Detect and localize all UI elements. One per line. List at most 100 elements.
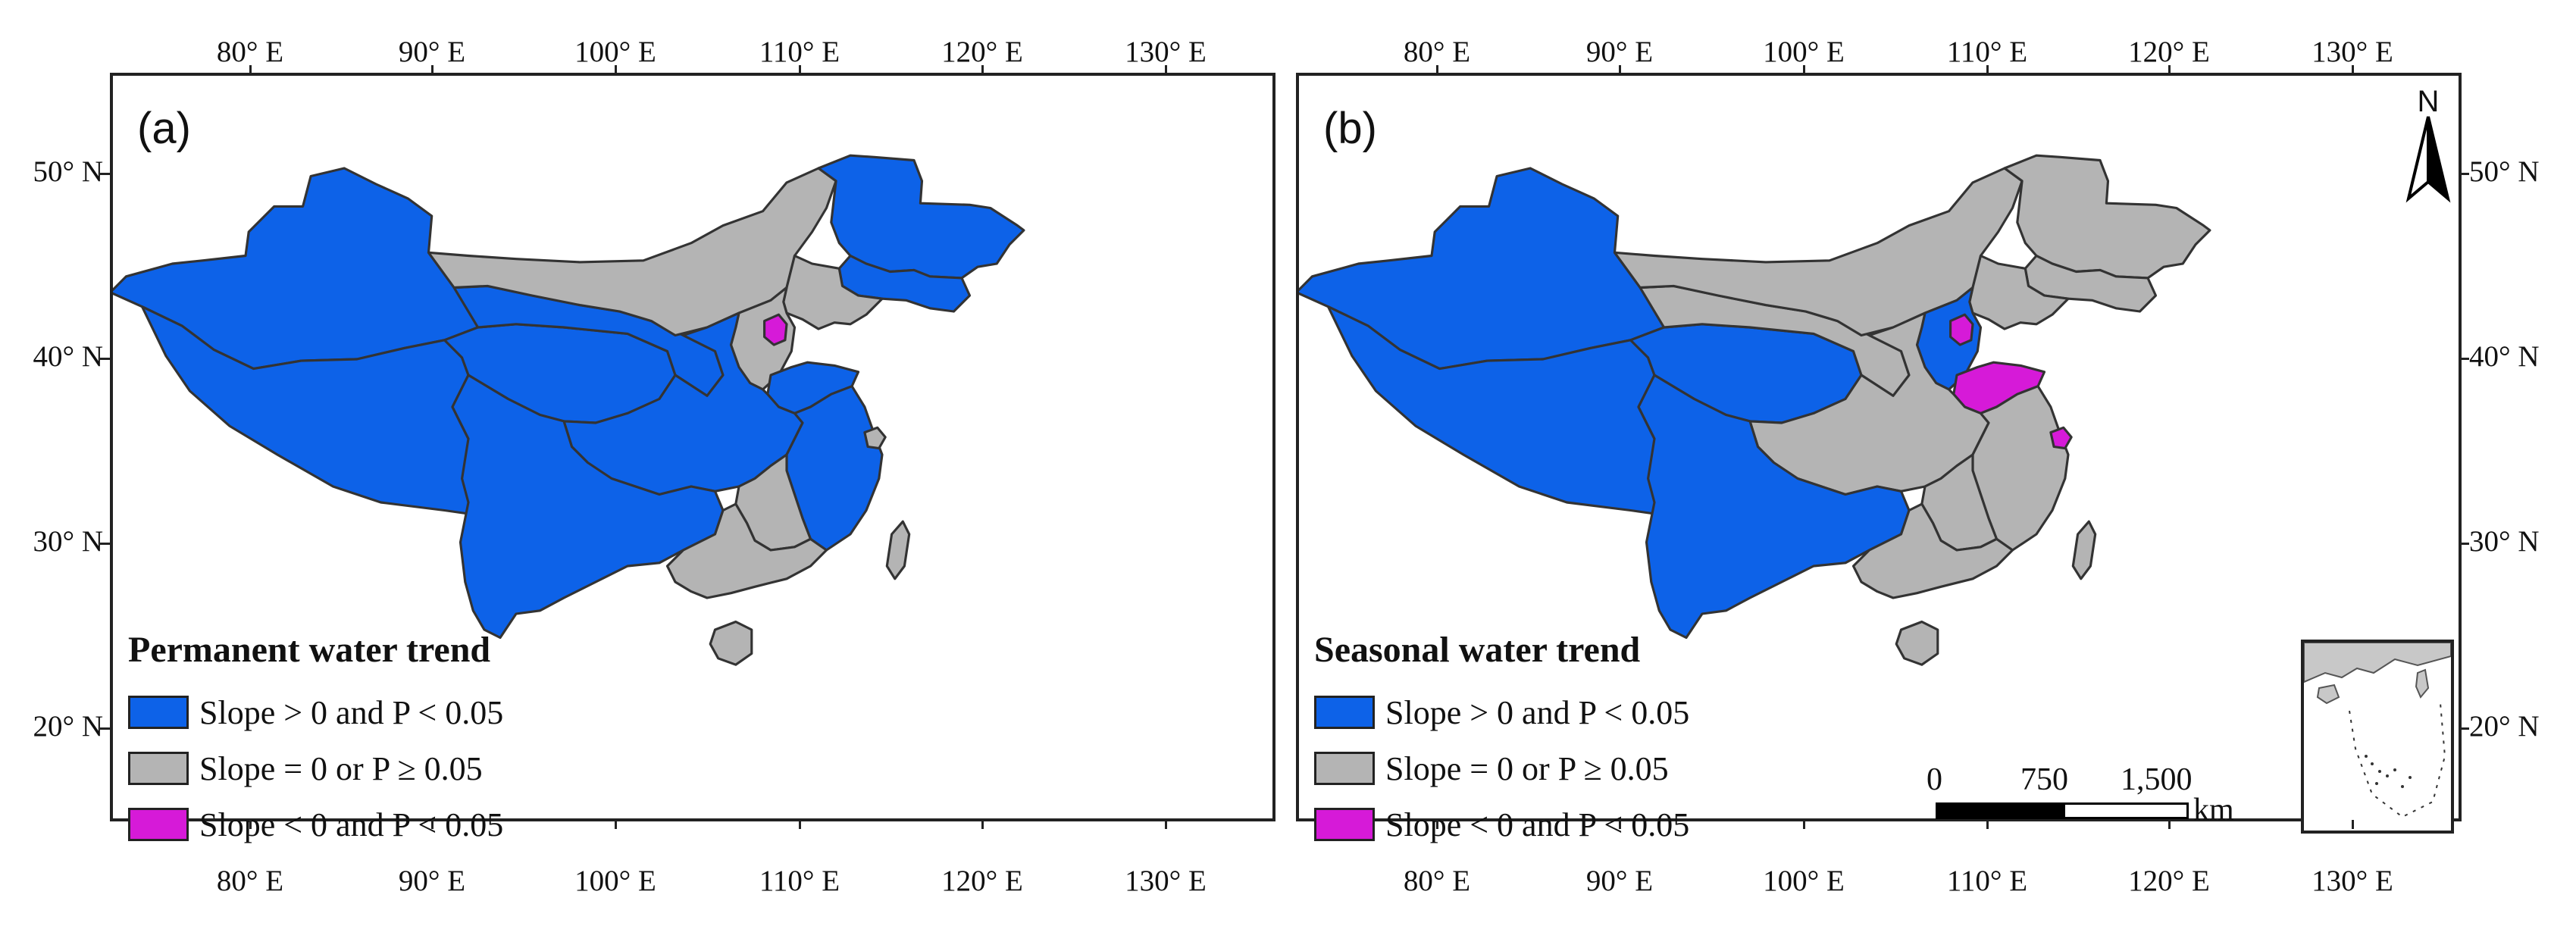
panel-label-a: (a) [137, 104, 191, 153]
lon-tickmark-bottom [2168, 820, 2171, 829]
panel-label-b: (b) [1323, 104, 1377, 153]
lon-tickmark-bottom [2352, 820, 2354, 829]
lon-tick-bottom-a: 100° E [574, 865, 656, 897]
lon-tickmark-bottom [1803, 820, 1805, 829]
region-taiwan [2071, 520, 2097, 580]
region-guangdong [665, 502, 828, 599]
lon-tick-top-a: 90° E [398, 36, 466, 68]
lon-tickmark-bottom [1165, 820, 1167, 829]
lon-tickmark-top [1165, 65, 1167, 74]
legend-title-b: Seasonal water trend [1314, 630, 1641, 670]
lat-tick-right: 20° N [2469, 710, 2540, 743]
lon-tickmark-top [981, 65, 984, 74]
lat-tickmark-left [100, 727, 111, 730]
lat-tickmark-right [2459, 727, 2469, 730]
legend-label-decrease: Slope < 0 and P < 0.05 [1385, 806, 1690, 843]
china-map-a [113, 154, 1025, 666]
region-hainan [709, 620, 753, 666]
legend-swatch-no-trend [128, 752, 189, 785]
legend-label-no-trend: Slope = 0 or P ≥ 0.05 [1385, 749, 1669, 787]
lon-tick-bottom-a: 110° E [759, 865, 840, 897]
lon-tick-top-b: 80° E [1403, 36, 1471, 68]
lon-tick-bottom-b: 90° E [1585, 865, 1654, 897]
legend-label-decrease: Slope < 0 and P < 0.05 [199, 806, 504, 843]
lon-tick-top-b: 90° E [1585, 36, 1654, 68]
lon-tick-bottom-a: 120° E [941, 865, 1023, 897]
lon-tick-top-b: 100° E [1763, 36, 1845, 68]
legend-label-increase: Slope > 0 and P < 0.05 [199, 693, 504, 731]
region-hainan [1895, 620, 1939, 666]
lon-tickmark-top [1436, 65, 1438, 74]
legend-title-a: Permanent water trend [128, 630, 491, 670]
lat-tick-right: 50° N [2469, 155, 2540, 188]
lon-tick-top-a: 100° E [574, 36, 656, 68]
legend-item-decrease: Slope < 0 and P < 0.05 [1314, 796, 1689, 852]
lat-tick-right: 30° N [2469, 525, 2540, 558]
lon-tickmark-top [799, 65, 801, 74]
china-map-b [1299, 154, 2211, 666]
legend-item-increase: Slope > 0 and P < 0.05 [128, 684, 503, 740]
lon-tickmark-bottom [981, 820, 984, 829]
scale-bar-black [1936, 802, 2064, 819]
lon-tick-top-a: 130° E [1125, 36, 1207, 68]
lon-tickmark-bottom [431, 820, 434, 829]
lon-tickmark-top [2168, 65, 2171, 74]
legend-item-increase: Slope > 0 and P < 0.05 [1314, 684, 1689, 740]
lon-tick-bottom-b: 80° E [1403, 865, 1471, 897]
lat-tick-left: 50° N [33, 155, 103, 188]
lon-tickmark-bottom [1986, 820, 1989, 829]
lon-tick-top-a: 80° E [216, 36, 284, 68]
lat-tickmark-right [2459, 173, 2469, 175]
map-panel-a: (a) Permanent water trend Slope > 0 and … [110, 73, 1275, 843]
lon-tick-top-b: 120° E [2128, 36, 2210, 68]
scale-unit: km [2193, 793, 2234, 827]
region-shanghai [863, 426, 887, 450]
map-panel-b: (b) Seasonal water trend Slope > 0 and P… [1296, 73, 2462, 843]
scale-label-750: 750 [2020, 762, 2068, 797]
region-beijing-tianjin [1949, 313, 1974, 346]
lon-tickmark-bottom [1436, 820, 1438, 829]
lat-tickmark-right [2459, 358, 2469, 360]
region-inner-mongolia [1613, 167, 2024, 337]
lon-tick-top-a: 120° E [941, 36, 1023, 68]
region-inner-mongolia [427, 167, 837, 337]
lat-tickmark-right [2459, 543, 2469, 545]
scale-label-1500: 1,500 [2121, 762, 2193, 797]
lat-tickmark-left [100, 173, 111, 175]
legend-item-decrease: Slope < 0 and P < 0.05 [128, 796, 503, 852]
legend-label-increase: Slope > 0 and P < 0.05 [1385, 693, 1690, 731]
lon-tick-bottom-b: 100° E [1763, 865, 1845, 897]
scale-bar: 0 750 1,500 km [1927, 762, 2254, 830]
region-heilongjiang [817, 154, 1025, 280]
lon-tickmark-bottom [1619, 820, 1621, 829]
lon-tick-bottom-a: 80° E [216, 865, 284, 897]
lon-tickmark-top [1986, 65, 1989, 74]
legend-swatch-no-trend [1314, 752, 1375, 785]
lon-tick-bottom-b: 130° E [2312, 865, 2393, 897]
lon-tick-bottom-a: 90° E [398, 865, 466, 897]
legend-swatch-decrease [1314, 808, 1375, 841]
lon-tickmark-top [249, 65, 252, 74]
legend-item-no-trend: Slope = 0 or P ≥ 0.05 [1314, 740, 1689, 796]
region-heilongjiang [2003, 154, 2211, 280]
region-guangdong [1851, 502, 2014, 599]
north-arrow: N [2398, 85, 2459, 206]
region-taiwan [885, 520, 911, 580]
lat-tickmark-left [100, 543, 111, 545]
south-china-sea-inset [2301, 640, 2454, 834]
inset-map [2304, 643, 2451, 818]
lon-tickmark-top [431, 65, 434, 74]
lon-tick-top-b: 130° E [2312, 36, 2393, 68]
legend-a: Permanent water trend Slope > 0 and P < … [128, 629, 503, 852]
lat-tick-left: 40° N [33, 340, 103, 373]
lon-tickmark-bottom [799, 820, 801, 829]
legend-swatch-increase [128, 696, 189, 729]
north-arrow-letter: N [2417, 85, 2440, 118]
lon-tick-bottom-a: 130° E [1125, 865, 1207, 897]
lat-tick-left: 30° N [33, 525, 103, 558]
lon-tickmark-top [615, 65, 617, 74]
lon-tickmark-bottom [615, 820, 617, 829]
lon-tickmark-top [1803, 65, 1805, 74]
lon-tick-top-b: 110° E [1946, 36, 2028, 68]
lon-tick-bottom-b: 120° E [2128, 865, 2210, 897]
